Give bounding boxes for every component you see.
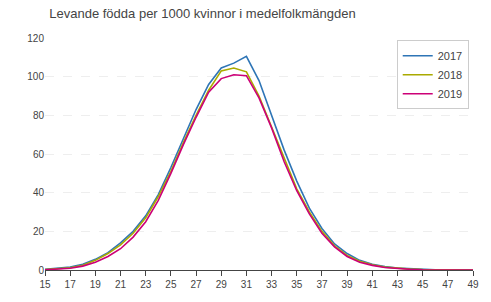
svg-text:27: 27 — [190, 279, 202, 290]
svg-text:2017: 2017 — [438, 50, 462, 62]
svg-text:15: 15 — [39, 279, 51, 290]
svg-text:80: 80 — [33, 110, 45, 121]
svg-text:120: 120 — [27, 33, 44, 44]
svg-text:2018: 2018 — [438, 69, 462, 81]
svg-text:21: 21 — [115, 279, 127, 290]
svg-text:0: 0 — [38, 265, 44, 276]
svg-text:41: 41 — [367, 279, 379, 290]
svg-text:29: 29 — [216, 279, 228, 290]
svg-text:40: 40 — [33, 187, 45, 198]
svg-text:Levande födda per 1000 kvinnor: Levande födda per 1000 kvinnor i medelfo… — [49, 6, 355, 21]
svg-text:100: 100 — [27, 71, 44, 82]
svg-text:23: 23 — [140, 279, 152, 290]
svg-text:47: 47 — [442, 279, 454, 290]
svg-text:17: 17 — [65, 279, 77, 290]
svg-text:60: 60 — [33, 149, 45, 160]
svg-text:39: 39 — [342, 279, 354, 290]
svg-text:35: 35 — [291, 279, 303, 290]
svg-text:31: 31 — [241, 279, 253, 290]
svg-text:37: 37 — [316, 279, 328, 290]
svg-text:45: 45 — [417, 279, 429, 290]
svg-text:2019: 2019 — [438, 88, 462, 100]
svg-text:25: 25 — [165, 279, 177, 290]
svg-text:49: 49 — [467, 279, 479, 290]
svg-text:43: 43 — [392, 279, 404, 290]
svg-text:33: 33 — [266, 279, 278, 290]
svg-text:19: 19 — [90, 279, 102, 290]
svg-text:20: 20 — [33, 226, 45, 237]
